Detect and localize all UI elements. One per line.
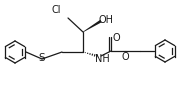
- Text: O: O: [121, 52, 129, 62]
- Text: OH: OH: [98, 15, 113, 25]
- Text: O: O: [112, 33, 120, 43]
- Text: NH: NH: [95, 54, 109, 64]
- Polygon shape: [83, 20, 102, 32]
- Text: Cl: Cl: [51, 5, 61, 15]
- Text: S: S: [39, 53, 45, 63]
